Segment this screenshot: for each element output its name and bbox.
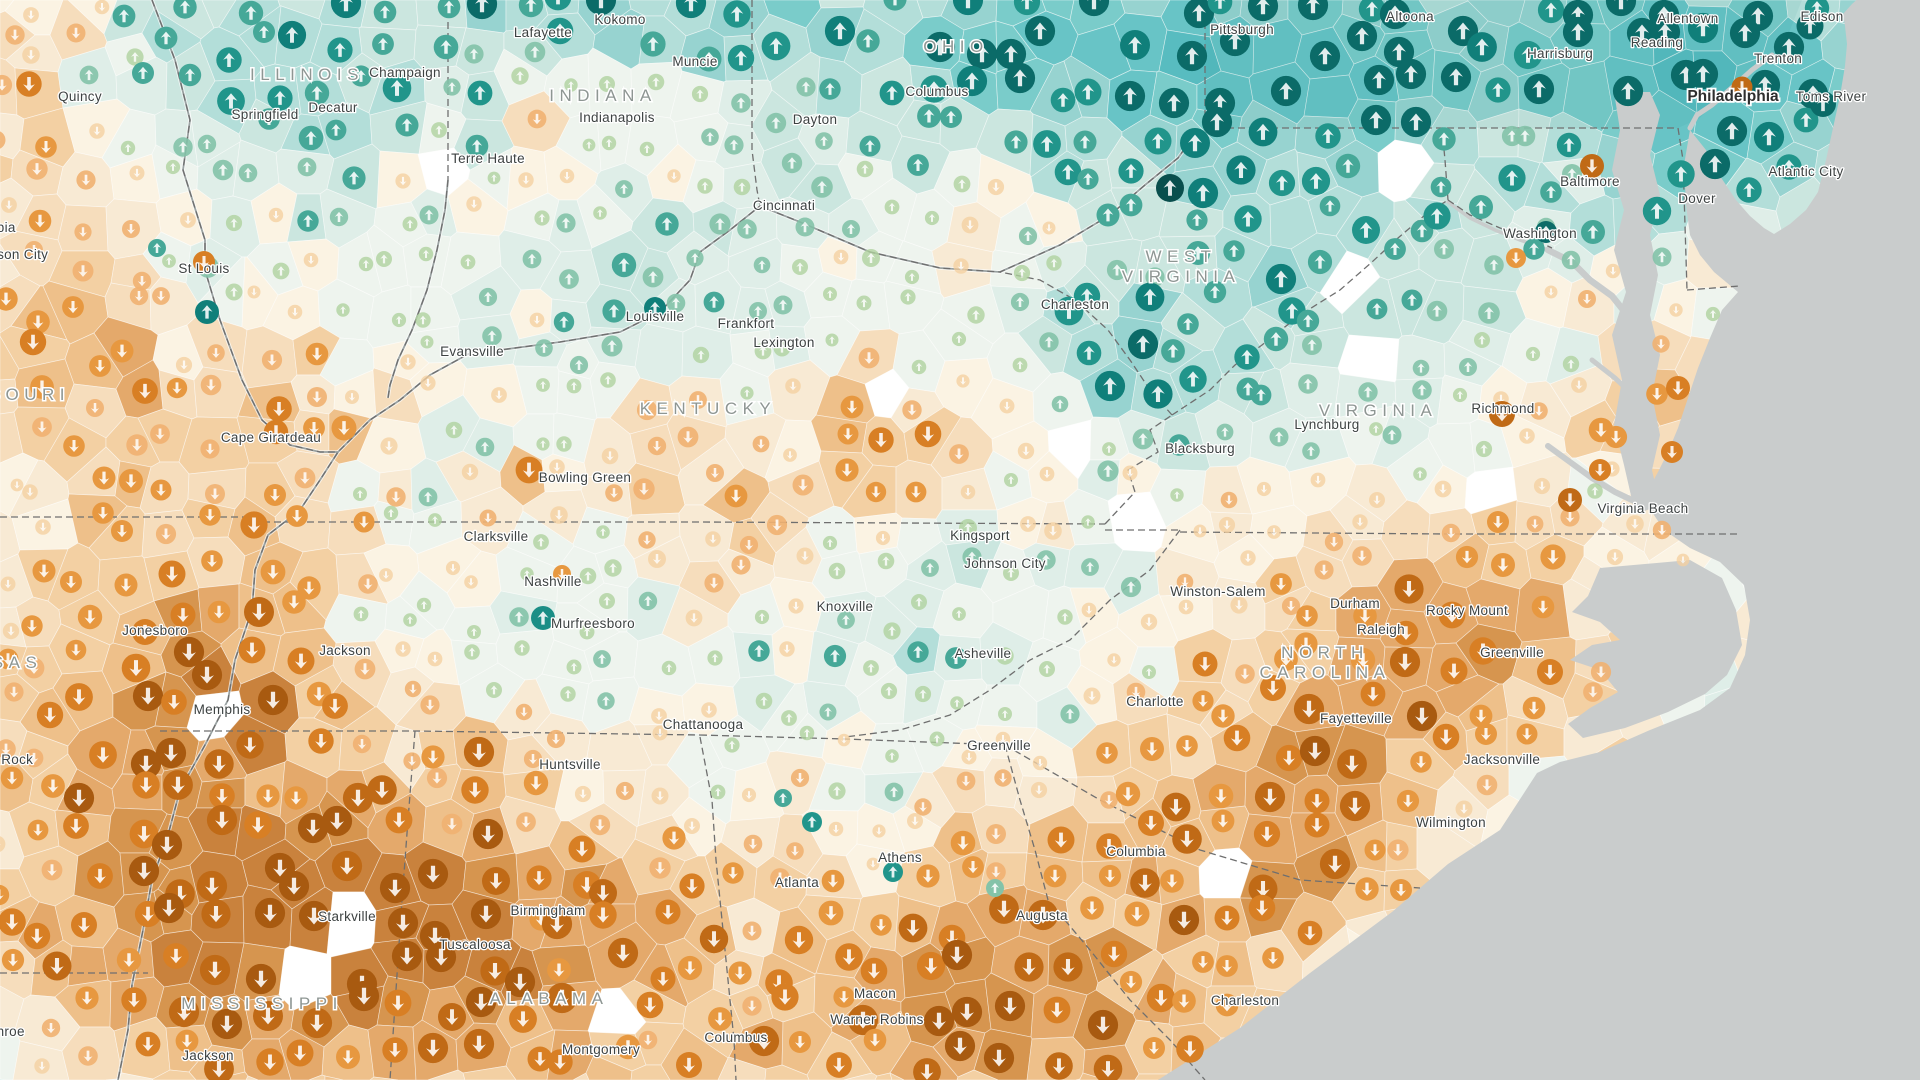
svg-text:Memphis: Memphis <box>194 702 251 717</box>
svg-text:ARKANSAS: ARKANSAS <box>0 653 42 672</box>
svg-text:ILLINOIS: ILLINOIS <box>250 65 364 84</box>
svg-text:Cape Girardeau: Cape Girardeau <box>221 430 321 445</box>
svg-text:Kokomo: Kokomo <box>594 12 645 27</box>
svg-text:INDIANA: INDIANA <box>549 86 656 105</box>
svg-text:Edison: Edison <box>1800 9 1843 24</box>
svg-text:Philadelphia: Philadelphia <box>1687 88 1779 105</box>
svg-text:Wilmington: Wilmington <box>1416 815 1486 830</box>
svg-text:Charlotte: Charlotte <box>1126 694 1183 709</box>
svg-text:Greenville: Greenville <box>967 738 1031 753</box>
svg-text:Greenville: Greenville <box>1480 645 1544 660</box>
svg-text:Decatur: Decatur <box>308 100 358 115</box>
svg-text:Springfield: Springfield <box>231 107 298 122</box>
svg-text:Birmingham: Birmingham <box>510 903 585 918</box>
svg-text:Bowling Green: Bowling Green <box>539 470 631 485</box>
svg-text:Evansville: Evansville <box>440 344 504 359</box>
svg-text:Augusta: Augusta <box>1016 908 1068 923</box>
svg-text:Frankfort: Frankfort <box>718 316 775 331</box>
svg-text:Little Rock: Little Rock <box>0 752 33 767</box>
svg-text:Terre Haute: Terre Haute <box>451 151 525 166</box>
svg-text:St Louis: St Louis <box>178 261 229 276</box>
svg-text:Montgomery: Montgomery <box>562 1042 640 1057</box>
svg-text:Johnson City: Johnson City <box>964 556 1046 571</box>
svg-text:Dover: Dover <box>1678 191 1716 206</box>
svg-text:Asheville: Asheville <box>955 646 1012 661</box>
svg-text:Chattanooga: Chattanooga <box>663 717 744 732</box>
svg-text:MISSOURI: MISSOURI <box>0 385 70 404</box>
svg-text:Lexington: Lexington <box>753 335 814 350</box>
svg-text:Rocky Mount: Rocky Mount <box>1426 603 1508 618</box>
svg-text:Murfreesboro: Murfreesboro <box>551 616 635 631</box>
svg-text:OHIO: OHIO <box>923 37 988 56</box>
svg-text:Dayton: Dayton <box>793 112 838 127</box>
svg-text:VIRGINIA: VIRGINIA <box>1122 267 1241 286</box>
svg-text:Jackson: Jackson <box>182 1048 234 1063</box>
svg-text:Atlantic City: Atlantic City <box>1768 164 1843 179</box>
svg-text:Altoona: Altoona <box>1386 9 1434 24</box>
svg-text:Reading: Reading <box>1631 35 1683 50</box>
svg-text:Charleston: Charleston <box>1211 993 1279 1008</box>
svg-text:Winston-Salem: Winston-Salem <box>1170 584 1265 599</box>
svg-text:VIRGINIA: VIRGINIA <box>1319 401 1438 420</box>
svg-text:Jefferson City: Jefferson City <box>0 247 48 262</box>
svg-text:Harrisburg: Harrisburg <box>1527 46 1593 61</box>
svg-text:Charleston: Charleston <box>1041 297 1109 312</box>
svg-text:Durham: Durham <box>1330 596 1380 611</box>
svg-text:Huntsville: Huntsville <box>539 757 601 772</box>
svg-text:Washington: Washington <box>1503 226 1577 241</box>
svg-text:Cincinnati: Cincinnati <box>753 198 815 213</box>
svg-text:Warner Robins: Warner Robins <box>830 1012 923 1027</box>
svg-text:Lafayette: Lafayette <box>514 25 572 40</box>
svg-text:Knoxville: Knoxville <box>817 599 874 614</box>
svg-text:Quincy: Quincy <box>58 89 102 104</box>
svg-text:Columbus: Columbus <box>704 1030 767 1045</box>
svg-text:Allentown: Allentown <box>1657 11 1718 26</box>
svg-text:Columbus: Columbus <box>905 84 968 99</box>
svg-text:NORTH: NORTH <box>1281 643 1369 662</box>
svg-text:Richmond: Richmond <box>1471 401 1534 416</box>
svg-text:Jonesboro: Jonesboro <box>122 623 188 638</box>
svg-text:Pittsburgh: Pittsburgh <box>1210 22 1274 37</box>
svg-text:Blacksburg: Blacksburg <box>1165 441 1235 456</box>
svg-text:Kingsport: Kingsport <box>950 528 1010 543</box>
svg-text:Macon: Macon <box>854 986 896 1001</box>
svg-text:Monroe: Monroe <box>0 1024 25 1039</box>
svg-text:Jackson: Jackson <box>319 643 371 658</box>
svg-text:Starkville: Starkville <box>318 909 376 924</box>
svg-text:Clarksville: Clarksville <box>464 529 529 544</box>
svg-text:KENTUCKY: KENTUCKY <box>640 399 777 418</box>
svg-text:CAROLINA: CAROLINA <box>1260 663 1391 682</box>
svg-text:ALABAMA: ALABAMA <box>490 989 609 1008</box>
svg-text:Trenton: Trenton <box>1754 51 1802 66</box>
svg-text:Toms River: Toms River <box>1796 89 1867 104</box>
svg-text:Indianapolis: Indianapolis <box>579 110 655 125</box>
svg-text:Raleigh: Raleigh <box>1357 622 1405 637</box>
svg-text:Virginia Beach: Virginia Beach <box>1597 501 1688 516</box>
svg-text:Fayetteville: Fayetteville <box>1320 711 1392 726</box>
svg-text:Athens: Athens <box>878 850 922 865</box>
svg-text:Baltimore: Baltimore <box>1560 174 1620 189</box>
svg-text:Atlanta: Atlanta <box>775 875 819 890</box>
svg-text:Columbia: Columbia <box>1106 844 1166 859</box>
svg-text:Columbia: Columbia <box>0 220 16 235</box>
svg-text:Lynchburg: Lynchburg <box>1294 417 1359 432</box>
svg-text:Champaign: Champaign <box>369 65 441 80</box>
svg-text:Louisville: Louisville <box>626 309 685 324</box>
svg-text:MISSISSIPPI: MISSISSIPPI <box>181 994 343 1013</box>
svg-text:Jacksonville: Jacksonville <box>1464 752 1540 767</box>
svg-text:WEST: WEST <box>1145 247 1216 266</box>
svg-text:Tuscaloosa: Tuscaloosa <box>439 937 511 952</box>
svg-text:Nashville: Nashville <box>524 574 581 589</box>
svg-text:Muncie: Muncie <box>672 54 717 69</box>
